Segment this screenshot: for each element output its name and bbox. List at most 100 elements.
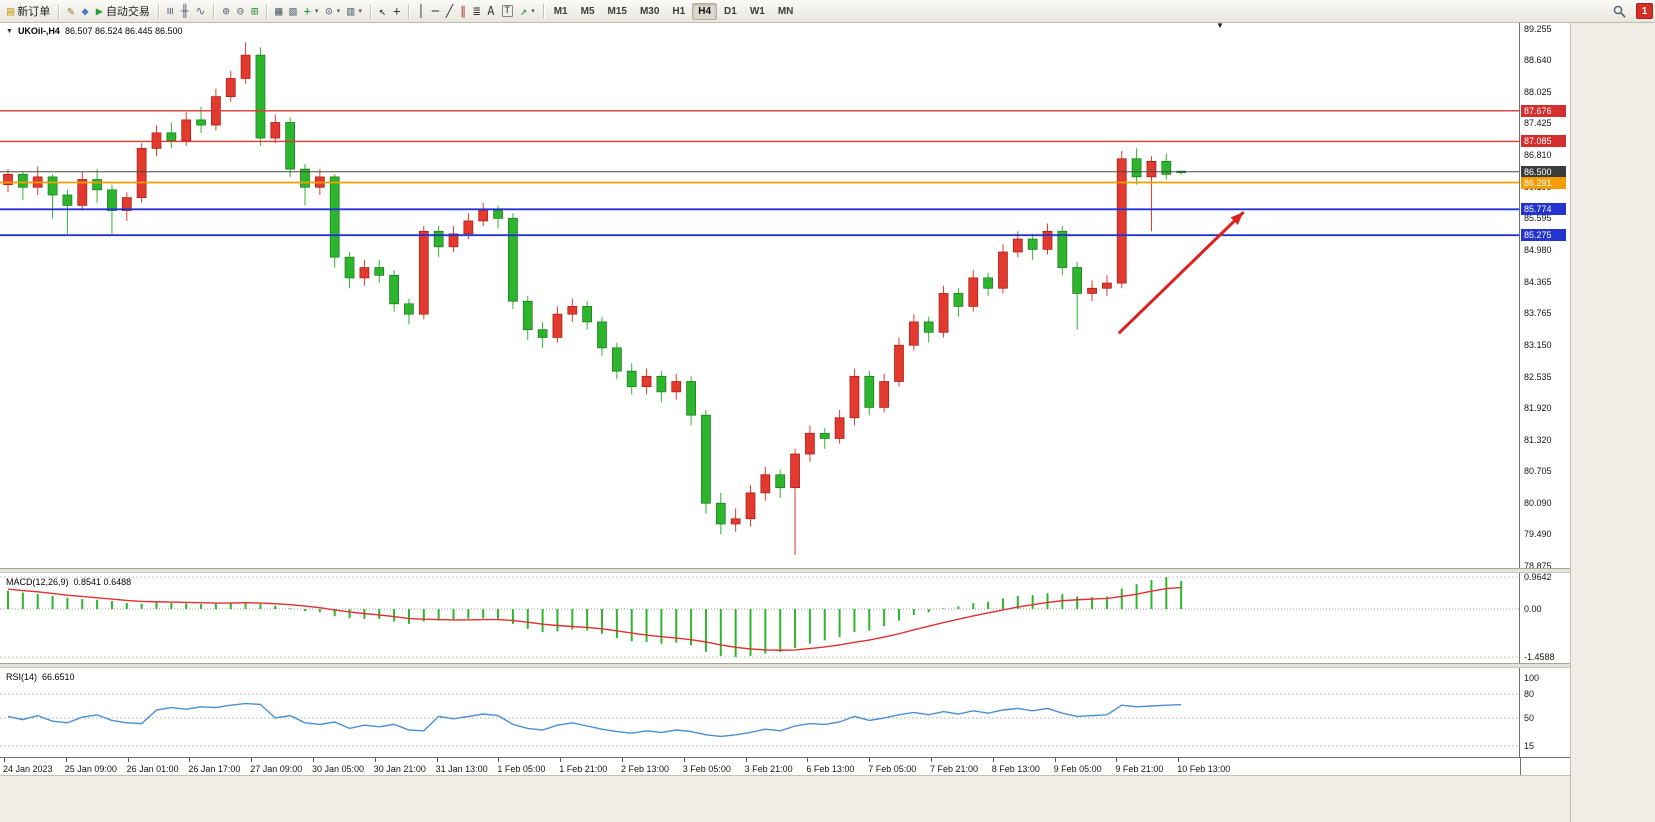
rsi-tick-label: 100 [1524, 672, 1540, 683]
time-tick [65, 758, 67, 762]
rsi-plot[interactable] [0, 668, 1520, 757]
time-axis-label: 1 Feb 05:00 [497, 764, 546, 774]
trend-arrow-head [1230, 212, 1244, 225]
profiles-button[interactable]: ▧ [286, 2, 299, 20]
time-axis-label: 3 Feb 05:00 [682, 764, 731, 774]
fibonacci-tool-button[interactable]: ≣ [470, 2, 483, 20]
price-tick-label: 79.490 [1524, 529, 1552, 540]
periods-button[interactable]: ⊙ ▾ [322, 2, 343, 20]
price-level-badge[interactable]: 85.275 [1521, 229, 1566, 242]
candle-body [715, 502, 726, 525]
rsi-pane: 100 80 50 15 RSI(14) 66.6510 [0, 668, 1570, 757]
trend-arrow[interactable] [1117, 211, 1245, 335]
timeframe-mn-button[interactable]: MN [777, 5, 794, 17]
text-label-tool-button[interactable]: T [499, 2, 516, 20]
candle-body [1027, 238, 1038, 250]
metaeditor-button[interactable]: ✎ [64, 2, 77, 20]
price-level-badge[interactable]: 86.500 [1521, 165, 1566, 178]
toolbar-separator [408, 3, 410, 19]
candle-body [270, 122, 281, 139]
macd-label: MACD(12,26,9) 0.8541 0.6488 [6, 577, 131, 587]
candle-body [136, 148, 147, 198]
autotrading-button[interactable]: ▶ 自动交易 [93, 2, 153, 20]
toolbar: ▤ 新订单 ✎ ◆ ▶ 自动交易 ≡ ╫ ∿ ⊕ ⊖ ⊞ ▦ ▧ + ▾ ⊙ ▾ ▥ ▾ ↖ + │ ─ ╱ ∥ ≣ A T ↗ ▾ M1 M… [0, 0, 1655, 23]
crosshair-tool-button[interactable]: + [390, 2, 403, 20]
price-tick-label: 89.255 [1524, 23, 1552, 34]
price-level-badge[interactable]: 85.774 [1521, 203, 1566, 216]
alert-count-badge[interactable]: 1 [1636, 3, 1653, 19]
cursor-tool-button[interactable]: ↖ [376, 2, 389, 20]
arrows-tool-button[interactable]: ↗ ▾ [517, 2, 538, 20]
price-level-badge[interactable]: 87.676 [1521, 104, 1566, 117]
text-tool-button[interactable]: A [484, 2, 497, 20]
timeframe-m1-button[interactable]: M1 [553, 5, 568, 17]
tile-windows-button[interactable]: ⊞ [248, 2, 261, 20]
macd-tick-label: 0.00 [1524, 603, 1542, 614]
time-axis-label: 2 Feb 13:00 [621, 764, 670, 774]
time-tick [683, 758, 685, 762]
time-axis-label: 10 Feb 13:00 [1177, 764, 1231, 774]
time-axis-label: 9 Feb 21:00 [1115, 764, 1164, 774]
price-tick-label: 83.150 [1524, 339, 1552, 350]
timeframe-m15-button[interactable]: M15 [607, 5, 627, 17]
timeframe-m5-button[interactable]: M5 [580, 5, 595, 17]
periods-icon: ⊙ [325, 4, 333, 18]
timeframe-h1-button[interactable]: H1 [672, 5, 686, 17]
time-tick [1178, 758, 1180, 762]
new-chart-button[interactable]: ▦ [272, 2, 285, 20]
zoom-in-button[interactable]: ⊕ [219, 2, 232, 20]
price-chart-plot[interactable] [0, 22, 1520, 568]
candle-body [879, 381, 890, 408]
timeframe-w1-button[interactable]: W1 [749, 5, 765, 17]
time-tick [992, 758, 994, 762]
equidistant-channel-tool-icon: ∥ [460, 4, 467, 18]
time-tick [374, 758, 376, 762]
candle-body [493, 210, 503, 219]
time-axis-label: 25 Jan 09:00 [64, 764, 117, 774]
macd-plot[interactable] [0, 573, 1520, 663]
collapse-indicator-icon[interactable]: ▼ [6, 27, 13, 35]
candle-body [285, 122, 296, 170]
trendline-tool-button[interactable]: ╱ [443, 2, 456, 20]
candle-body [775, 474, 786, 489]
line-chart-mode-button[interactable]: ∿ [192, 2, 208, 20]
time-axis-label: 27 Jan 09:00 [250, 764, 303, 774]
pane-splitter-rsi[interactable] [0, 663, 1570, 668]
toolbar-separator [266, 3, 268, 19]
templates-button[interactable]: ▥ ▾ [344, 2, 365, 20]
indicators-icon: + [303, 4, 311, 18]
bar-chart-mode-button[interactable]: ≡ [164, 2, 178, 20]
trendline-tool-icon: ╱ [445, 4, 454, 18]
equidistant-channel-tool-button[interactable]: ∥ [457, 2, 469, 20]
time-axis-label: 6 Feb 13:00 [806, 764, 855, 774]
price-axis[interactable]: 89.25588.64088.02587.42586.81086.19585.5… [1519, 22, 1570, 568]
dropdown-arrow-icon: ▾ [531, 8, 535, 15]
candlestick-mode-button[interactable]: ╫ [178, 2, 191, 20]
new-order-button[interactable]: ▤ 新订单 [4, 2, 53, 20]
pane-splitter-macd[interactable] [0, 568, 1570, 573]
time-tick [931, 758, 932, 762]
chart-shift-marker-icon[interactable]: ▼ [1216, 22, 1224, 30]
indicators-button[interactable]: + ▾ [301, 2, 322, 20]
time-axis[interactable]: 24 Jan 2023 25 Jan 09:00 26 Jan 01:00 26 Ja… [0, 757, 1570, 775]
vertical-line-tool-button[interactable]: │ [414, 2, 427, 20]
line-chart-mode-icon: ∿ [195, 4, 206, 18]
search-button[interactable] [1610, 2, 1629, 20]
price-level-badge[interactable]: 87.085 [1521, 135, 1566, 148]
candle-body [181, 119, 192, 142]
time-tick [560, 758, 562, 762]
time-tick [622, 758, 623, 762]
candle-body [582, 306, 593, 323]
zoom-out-button[interactable]: ⊖ [234, 2, 247, 20]
timeframe-m30-button[interactable]: M30 [639, 5, 660, 17]
horizontal-line-tool-button[interactable]: ─ [429, 2, 442, 20]
time-axis-label: 24 Jan 2023 [3, 764, 53, 774]
time-tick [4, 758, 5, 762]
timeframe-h4-button[interactable]: H4 [692, 2, 718, 20]
time-axis-label: 31 Jan 13:00 [435, 764, 488, 774]
timeframe-d1-button[interactable]: D1 [724, 5, 737, 17]
candle-body [463, 220, 474, 235]
price-tick-label: 81.920 [1524, 403, 1552, 414]
price-level-badge[interactable]: 86.291 [1521, 176, 1566, 189]
strategy-tester-button[interactable]: ◆ [78, 2, 91, 20]
